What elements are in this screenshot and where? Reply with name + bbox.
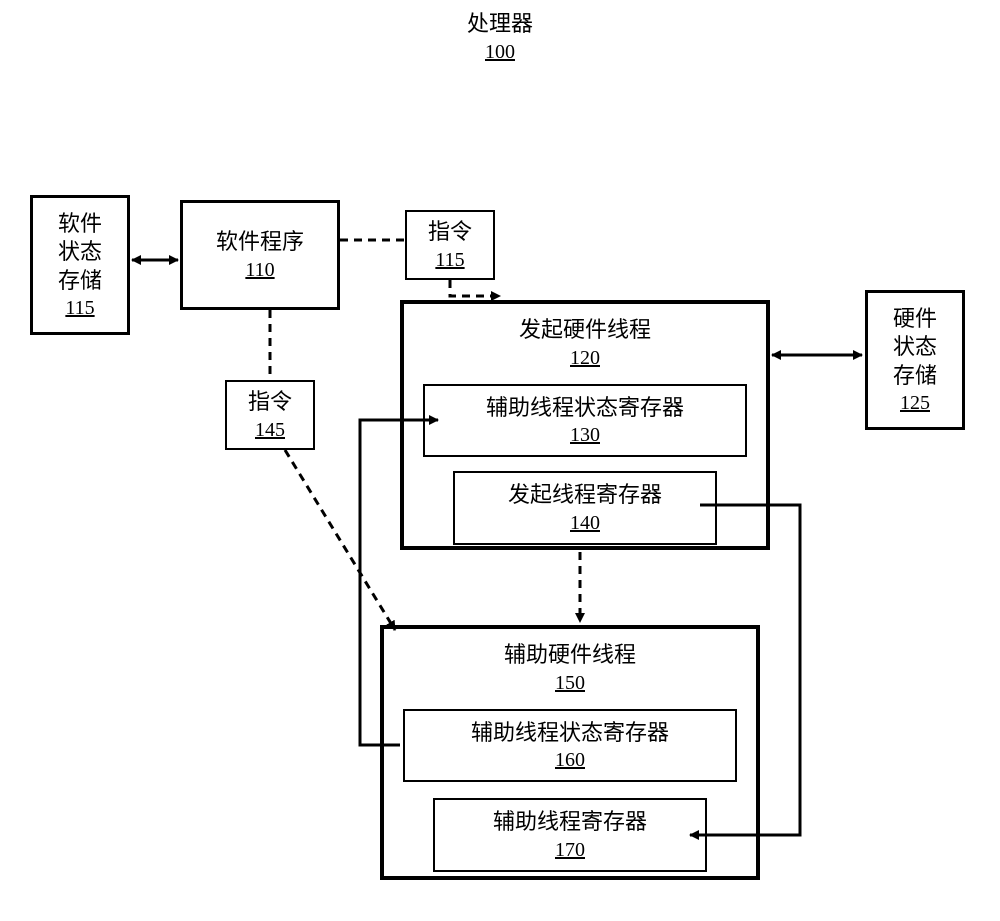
box-sw-state-store: 软件 状态 存储 115: [30, 195, 130, 335]
instr115-label: 指令: [428, 218, 472, 247]
aux130-label: 辅助线程状态寄存器: [445, 394, 725, 423]
instr145-num: 145: [255, 419, 285, 442]
hw-state-num: 125: [900, 392, 930, 415]
edge-instr145-auxhw: [285, 450, 395, 630]
instr145-label: 指令: [248, 388, 292, 417]
aux160-num: 160: [425, 749, 715, 772]
box-instr-145: 指令 145: [225, 380, 315, 450]
hw-state-l2: 状态: [893, 333, 937, 362]
box-instr-115: 指令 115: [405, 210, 495, 280]
aux-hw-num: 150: [555, 672, 585, 695]
box-hw-state-store: 硬件 状态 存储 125: [865, 290, 965, 430]
diagram-canvas: 处理器 100 软件 状态 存储 115 软件程序 110 指令 115 指令 …: [0, 0, 1000, 921]
sw-state-l3: 存储: [58, 267, 102, 296]
edge-instr115-inithw: [450, 280, 500, 296]
aux170-num: 170: [455, 839, 685, 862]
init140-label: 发起线程寄存器: [475, 481, 695, 510]
sw-state-l2: 状态: [58, 238, 102, 267]
title-processor: 处理器 100: [400, 10, 600, 64]
instr115-num: 115: [435, 249, 464, 272]
title-label: 处理器: [400, 10, 600, 39]
box-init-thread-reg: 发起线程寄存器 140: [453, 471, 717, 545]
aux170-label: 辅助线程寄存器: [455, 808, 685, 837]
box-init-hw-thread: 发起硬件线程 120 辅助线程状态寄存器 130 发起线程寄存器 140: [400, 300, 770, 550]
sw-program-num: 110: [245, 259, 274, 282]
sw-state-num: 115: [65, 297, 94, 320]
box-aux-hw-thread: 辅助硬件线程 150 辅助线程状态寄存器 160 辅助线程寄存器 170: [380, 625, 760, 880]
init-hw-label: 发起硬件线程: [519, 316, 651, 345]
sw-state-l1: 软件: [58, 210, 102, 239]
title-num: 100: [400, 41, 600, 64]
box-aux-state-reg-160: 辅助线程状态寄存器 160: [403, 709, 737, 783]
aux160-label: 辅助线程状态寄存器: [425, 719, 715, 748]
init-hw-num: 120: [570, 347, 600, 370]
box-aux-thread-reg: 辅助线程寄存器 170: [433, 798, 707, 872]
box-aux-state-reg-130: 辅助线程状态寄存器 130: [423, 384, 747, 458]
box-sw-program: 软件程序 110: [180, 200, 340, 310]
hw-state-l3: 存储: [893, 362, 937, 391]
hw-state-l1: 硬件: [893, 305, 937, 334]
aux130-num: 130: [445, 424, 725, 447]
sw-program-label: 软件程序: [216, 228, 304, 257]
init140-num: 140: [475, 512, 695, 535]
aux-hw-label: 辅助硬件线程: [504, 641, 636, 670]
